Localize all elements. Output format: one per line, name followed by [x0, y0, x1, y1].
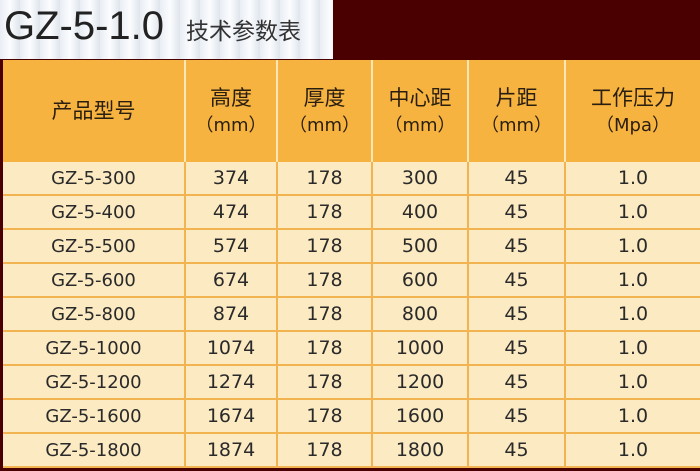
table-cell: 178	[276, 195, 373, 230]
column-header-label: 产品型号	[51, 98, 136, 123]
table-cell: 178	[276, 331, 373, 366]
table-cell: 45	[467, 331, 566, 366]
table-cell: 1674	[184, 399, 278, 434]
table-cell: GZ-5-1000	[3, 331, 186, 366]
title-background	[0, 0, 333, 59]
table-cell: 574	[184, 229, 278, 264]
table-cell: 1.0	[564, 229, 700, 264]
table-row: GZ-5-500 574 178 500 45 1.0	[3, 229, 700, 264]
column-header-label: 高度	[210, 85, 252, 110]
table-cell: 1.0	[564, 331, 700, 366]
table-cell: GZ-5-500	[3, 229, 186, 264]
table-cell: 1000	[371, 331, 469, 366]
column-header-label: 厚度	[303, 85, 346, 110]
table-cell: 400	[371, 195, 469, 230]
table-row: GZ-5-300 374 178 300 45 1.0	[3, 162, 700, 196]
table-cell: GZ-5-600	[3, 263, 186, 298]
table-row: GZ-5-1800 1874 178 1800 45 1.0	[3, 433, 700, 468]
table-row: GZ-5-1000 1074 178 1000 45 1.0	[3, 331, 700, 366]
column-header-unit: （mm）	[195, 115, 267, 137]
column-header-label: 片距	[495, 85, 538, 110]
table-cell: 1.0	[564, 433, 700, 468]
table-row: GZ-5-400 474 178 400 45 1.0	[3, 195, 700, 230]
table-cell: 45	[467, 162, 566, 196]
table-cell: 178	[276, 399, 373, 434]
title-subtitle: 技术参数表	[186, 19, 302, 45]
column-header-unit: （mm）	[480, 115, 553, 137]
table-cell: 300	[371, 162, 469, 196]
column-header: 产品型号	[3, 60, 185, 162]
table-cell: 1.0	[564, 399, 700, 434]
table-cell: 474	[184, 195, 278, 230]
column-header-unit: （mm）	[288, 115, 361, 137]
table-cell: 374	[184, 162, 278, 196]
table-cell: GZ-5-1600	[3, 399, 186, 434]
column-header-unit: （Mpa）	[596, 115, 670, 137]
table-cell: 45	[467, 433, 566, 468]
table-cell: 1074	[184, 331, 278, 366]
table-header-row: 产品型号 高度 （mm） 厚度 （mm） 中心距 （mm） 片距 （mm） 工作压力 （Mpa）	[3, 60, 700, 162]
table-cell: 178	[276, 297, 373, 332]
table-cell: 178	[276, 433, 373, 468]
table-cell: GZ-5-1800	[3, 433, 186, 468]
column-header-label: 工作压力	[591, 85, 675, 110]
table-cell: 45	[467, 263, 566, 298]
table-cell: 800	[371, 297, 469, 332]
table-cell: 500	[371, 229, 469, 264]
title-model: GZ-5-1.0	[4, 4, 165, 48]
table-cell: 45	[467, 297, 566, 332]
table-cell: 1.0	[564, 365, 700, 400]
table-cell: GZ-5-400	[3, 195, 186, 230]
column-header-label: 中心距	[388, 85, 452, 110]
table-cell: 1.0	[564, 263, 700, 298]
table-cell: 45	[467, 195, 566, 230]
table-cell: 1200	[371, 365, 469, 400]
table-cell: 1600	[371, 399, 469, 434]
column-header: 高度 （mm）	[184, 60, 277, 162]
table-cell: 45	[467, 399, 566, 434]
table-row: GZ-5-1600 1674 178 1600 45 1.0	[3, 399, 700, 434]
table-cell: GZ-5-800	[3, 297, 186, 332]
table-cell: 1874	[184, 433, 278, 468]
table-cell: 874	[184, 297, 278, 332]
table-cell: 1800	[371, 433, 469, 468]
column-header: 中心距 （mm）	[371, 60, 468, 162]
table-cell: 45	[467, 365, 566, 400]
table-cell: 178	[276, 229, 373, 264]
column-header: 片距 （mm）	[467, 60, 565, 162]
table-cell: 1.0	[564, 297, 700, 332]
column-header: 厚度 （mm）	[276, 60, 372, 162]
table-cell: 600	[371, 263, 469, 298]
table-cell: 178	[276, 162, 373, 196]
table-row: GZ-5-600 674 178 600 45 1.0	[3, 263, 700, 298]
table-cell: GZ-5-300	[3, 162, 186, 196]
table-cell: 45	[467, 229, 566, 264]
table-cell: 1.0	[564, 162, 700, 196]
page-title: GZ-5-1.0 技术参数表	[4, 4, 301, 56]
table-cell: 1274	[184, 365, 278, 400]
table-cell: 178	[276, 365, 373, 400]
table-cell: GZ-5-1200	[3, 365, 186, 400]
column-header: 工作压力 （Mpa）	[564, 60, 700, 162]
column-header-unit: （mm）	[384, 115, 456, 137]
table-cell: 178	[276, 263, 373, 298]
spec-table: 产品型号 高度 （mm） 厚度 （mm） 中心距 （mm） 片距 （mm） 工作压力 （Mpa） G…	[3, 60, 700, 468]
table-row: GZ-5-800 874 178 800 45 1.0	[3, 297, 700, 332]
table-cell: 674	[184, 263, 278, 298]
table-row: GZ-5-1200 1274 178 1200 45 1.0	[3, 365, 700, 400]
table-cell: 1.0	[564, 195, 700, 230]
